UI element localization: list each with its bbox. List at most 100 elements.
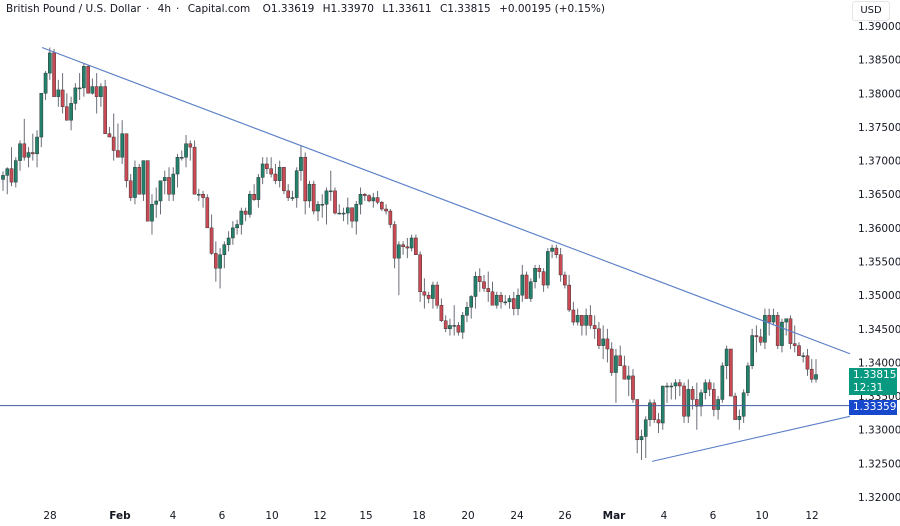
- candle: [469, 295, 474, 319]
- candle: [43, 71, 48, 101]
- time-tick-label: 18: [412, 510, 425, 522]
- price-tick-label: 1.34500: [858, 324, 900, 336]
- price-axis[interactable]: 1.39000 1.38500 1.38000 1.37500 1.37000 1.365…: [858, 21, 900, 504]
- candle: [622, 355, 627, 380]
- candle: [56, 79, 61, 107]
- candle: [179, 150, 184, 161]
- candle: [150, 194, 154, 235]
- candle: [507, 295, 512, 309]
- candle: [60, 73, 65, 114]
- price-tick-label: 1.35000: [858, 290, 900, 302]
- candle: [665, 382, 669, 403]
- candle: [48, 47, 52, 80]
- candle: [439, 298, 444, 323]
- price-tick-label: 1.38500: [858, 55, 900, 67]
- candle: [669, 382, 674, 400]
- candle: [499, 291, 503, 309]
- candle: [767, 308, 771, 336]
- candle: [511, 291, 516, 316]
- time-tick-label: 4: [170, 510, 177, 522]
- candle: [358, 187, 363, 215]
- candle: [52, 48, 56, 97]
- ohlc-open: O1.33619: [262, 3, 315, 15]
- candle: [311, 180, 316, 215]
- candle: [729, 348, 733, 397]
- candle: [154, 187, 159, 218]
- candle: [720, 362, 725, 403]
- candle: [580, 315, 584, 336]
- candle: [435, 281, 439, 309]
- candle: [554, 244, 559, 259]
- price-tick-label: 1.34000: [858, 357, 900, 369]
- candle: [375, 190, 380, 205]
- price-tick-label: 1.33000: [858, 425, 900, 437]
- candle: [686, 379, 691, 424]
- ascending-support-trendline[interactable]: [651, 415, 851, 462]
- symbol-name[interactable]: British Pound / U.S. Dollar: [6, 3, 141, 15]
- time-axis[interactable]: 28 Feb 4 6 10 12 15 18 20 24 26 Mar 4 6 10 12: [43, 510, 818, 522]
- price-tick-label: 1.35500: [858, 257, 900, 269]
- candle: [707, 379, 712, 397]
- candle: [584, 308, 588, 336]
- candle: [252, 184, 256, 201]
- candle: [290, 190, 295, 201]
- candle: [546, 248, 550, 289]
- candle: [145, 160, 150, 222]
- candle: [128, 174, 133, 201]
- candle: [260, 157, 265, 185]
- drawing-lines: [0, 47, 851, 462]
- candle: [784, 318, 789, 336]
- ohlc-close: C1.33815: [439, 3, 491, 15]
- price-tick-label: 1.39000: [858, 21, 900, 33]
- candle: [801, 352, 806, 363]
- candle: [209, 214, 214, 255]
- candle: [277, 160, 282, 188]
- time-tick-label: 6: [710, 510, 717, 522]
- candle: [618, 345, 622, 367]
- candle: [167, 167, 171, 201]
- candle: [235, 219, 239, 235]
- candle: [5, 167, 10, 195]
- candle: [316, 200, 320, 222]
- candle: [635, 399, 640, 454]
- descending-resistance-trendline[interactable]: [41, 47, 851, 355]
- candle: [614, 348, 618, 403]
- price-tick-label: 1.38000: [858, 88, 900, 100]
- candle: [626, 365, 631, 397]
- candle: [363, 192, 367, 201]
- candle: [320, 194, 325, 218]
- time-tick-label: 26: [558, 510, 572, 522]
- currency-selector[interactable]: USD: [852, 1, 890, 21]
- candle: [537, 264, 542, 279]
- candle: [397, 241, 401, 296]
- candle: [788, 315, 793, 349]
- candle: [111, 113, 116, 161]
- candle: [294, 167, 299, 208]
- candle: [307, 180, 312, 208]
- candle: [226, 231, 231, 252]
- time-tick-label: 12: [313, 510, 326, 522]
- bar-countdown: 12:31: [853, 381, 884, 394]
- candle: [486, 271, 491, 302]
- time-tick-label: 6: [219, 510, 226, 522]
- candle: [643, 416, 648, 459]
- candle: [571, 301, 576, 326]
- candle: [175, 153, 180, 188]
- candle: [392, 221, 397, 269]
- candle: [86, 65, 90, 94]
- candle: [158, 180, 163, 215]
- candle: [367, 194, 371, 203]
- interval[interactable]: 4h: [157, 3, 171, 15]
- candle: [243, 207, 248, 222]
- candle: [597, 322, 601, 349]
- candle: [133, 160, 137, 205]
- candle: [716, 396, 720, 420]
- candle: [162, 170, 167, 195]
- time-tick-label: 10: [265, 510, 278, 522]
- candle: [273, 163, 278, 185]
- candle: [465, 301, 469, 323]
- horizontal-line-price-label: 1.33359: [849, 400, 897, 415]
- candle: [456, 322, 461, 336]
- candle: [116, 123, 120, 158]
